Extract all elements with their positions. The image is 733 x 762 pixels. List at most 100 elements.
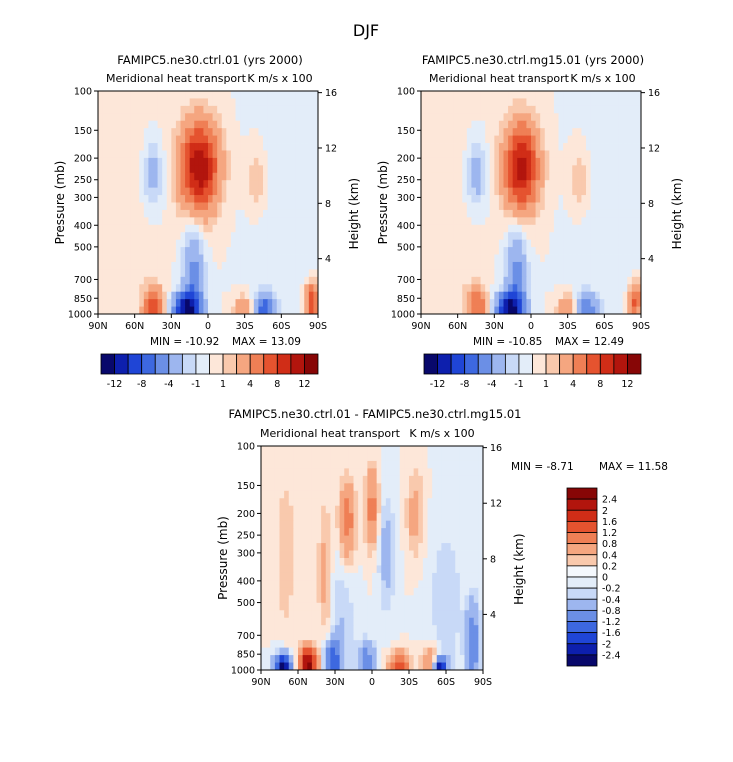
heatmap-cell	[503, 150, 509, 159]
heatmap-cell	[627, 143, 633, 151]
heatmap-cell	[267, 276, 273, 285]
heatmap-cell	[311, 655, 317, 663]
heatmap-cell	[284, 595, 290, 604]
heatmap-cell	[471, 105, 477, 114]
heatmap-cell	[153, 269, 158, 278]
heatmap-cell	[413, 460, 419, 469]
heatmap-cell	[450, 498, 456, 507]
heatmap-cell	[450, 625, 456, 634]
heatmap-cell	[240, 291, 246, 300]
heatmap-cell	[321, 558, 327, 566]
heatmap-cell	[221, 217, 227, 226]
heatmap-cell	[399, 483, 405, 492]
heatmap-cell	[253, 150, 259, 159]
heatmap-cell	[521, 239, 527, 248]
heatmap-cell	[120, 209, 126, 218]
heatmap-cell	[107, 306, 113, 315]
heatmap-cell	[631, 195, 637, 203]
heatmap-cell	[265, 610, 271, 619]
heatmap-cell	[330, 460, 336, 469]
heatmap-cell	[586, 98, 591, 107]
heatmap-cell	[258, 157, 264, 166]
heatmap-cell	[549, 128, 555, 136]
heatmap-cell	[148, 187, 154, 196]
heatmap-cell	[98, 284, 103, 293]
heatmap-cell	[143, 299, 149, 307]
heatmap-cell	[576, 150, 582, 159]
heatmap-cell	[367, 490, 373, 499]
heatmap-cell	[221, 150, 227, 159]
heatmap-cell	[157, 180, 163, 189]
heatmap-cell	[512, 157, 518, 166]
heatmap-cell	[443, 291, 449, 300]
heatmap-cell	[535, 299, 541, 307]
heatmap-cell	[171, 247, 177, 255]
heatmap-cell	[339, 490, 345, 499]
heatmap-cell	[353, 513, 359, 522]
heatmap-cell	[98, 180, 103, 189]
heatmap-cell	[498, 306, 504, 315]
heatmap-cell	[302, 453, 308, 462]
heatmap-cell	[272, 180, 278, 189]
heatmap-cell	[298, 483, 304, 492]
heatmap-cell	[480, 232, 486, 241]
heatmap-cell	[279, 498, 285, 507]
heatmap-cell	[203, 269, 209, 278]
heatmap-cell	[459, 587, 465, 596]
heatmap-cell	[421, 157, 426, 166]
heatmap-cell	[130, 180, 136, 189]
heatmap-cell	[353, 483, 359, 492]
heatmap-cell	[217, 91, 223, 99]
heatmap-cell	[263, 217, 268, 226]
heatmap-cell	[563, 172, 569, 181]
heatmap-cell	[230, 150, 236, 159]
heatmap-cell	[381, 640, 387, 648]
heatmap-cell	[430, 91, 436, 99]
heatmap-cell	[288, 602, 294, 611]
heatmap-cell	[253, 299, 259, 307]
heatmap-cell	[494, 187, 500, 196]
heatmap-cell	[512, 120, 518, 129]
heatmap-cell	[508, 276, 514, 285]
heatmap-cell	[217, 209, 223, 218]
heatmap-cell	[162, 284, 168, 293]
heatmap-cell	[450, 490, 456, 499]
heatmap-cell	[434, 239, 440, 248]
heatmap-cell	[274, 468, 280, 477]
heatmap-cell	[618, 187, 624, 196]
heatmap-cell	[290, 113, 296, 122]
heatmap-cell	[526, 239, 532, 248]
heatmap-cell	[531, 98, 536, 107]
heatmap-cell	[595, 165, 601, 174]
heatmap-cell	[125, 113, 131, 122]
heatmap-cell	[462, 299, 468, 307]
heatmap-cell	[553, 224, 559, 233]
heatmap-cell	[432, 490, 438, 499]
heatmap-cell	[344, 475, 350, 484]
heatmap-cell	[395, 543, 401, 551]
heatmap-cell	[526, 143, 532, 151]
heatmap-cell	[325, 505, 331, 514]
heatmap-cell	[311, 543, 317, 551]
panel-b-min-label: MIN = -10.85	[473, 336, 542, 348]
heatmap-cell	[535, 284, 541, 293]
heatmap-cell	[436, 558, 442, 566]
heatmap-cell	[409, 617, 415, 626]
heatmap-cell	[531, 239, 536, 248]
heatmap-cell	[457, 120, 463, 129]
heatmap-cell	[631, 261, 637, 270]
heatmap-cell	[473, 655, 479, 663]
heatmap-cell	[299, 217, 305, 226]
heatmap-cell	[422, 647, 428, 656]
heatmap-cell	[441, 498, 447, 507]
heatmap-cell	[466, 269, 472, 278]
heatmap-cell	[586, 135, 591, 144]
heatmap-cell	[258, 261, 264, 270]
panel-c-units: K m/s x 100	[409, 427, 474, 440]
heatmap-cell	[274, 498, 280, 507]
heatmap-cell	[599, 187, 605, 196]
heatmap-cell	[413, 550, 419, 559]
heatmap-cell	[217, 135, 223, 144]
heatmap-cell	[162, 105, 168, 114]
heatmap-cell	[208, 247, 213, 255]
